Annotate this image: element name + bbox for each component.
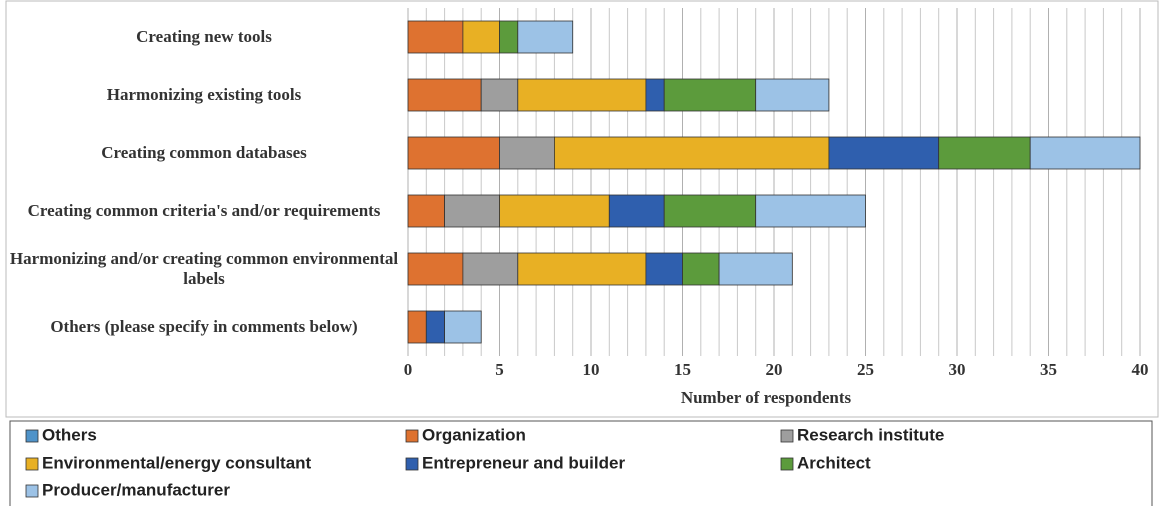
bar-segment <box>1029 136 1141 170</box>
category-label: Harmonizing and/or creating common envir… <box>9 249 399 288</box>
bar-segment <box>554 136 830 170</box>
legend-label: Research institute <box>797 425 944 444</box>
legend-swatch <box>25 484 39 498</box>
legend-label: Environmental/energy consultant <box>42 453 312 472</box>
bar-segment <box>645 78 665 112</box>
category-label: Harmonizing existing tools <box>106 85 302 104</box>
bar-segment <box>645 252 683 286</box>
bar-segment <box>407 78 482 112</box>
bar-segment <box>462 20 500 54</box>
bar-segment <box>718 252 793 286</box>
legend-label: Entrepreneur and builder <box>422 453 625 472</box>
bar-segment <box>407 252 464 286</box>
chart-frame <box>5 0 1159 418</box>
bar-segment <box>755 194 866 228</box>
bar-segment <box>499 194 610 228</box>
bar-segment <box>499 136 555 170</box>
x-tick-label: 5 <box>495 360 504 379</box>
legend-label: Producer/manufacturer <box>42 480 230 499</box>
bar-segment <box>407 136 500 170</box>
category-label: Creating common databases <box>101 143 307 162</box>
x-tick-label: 10 <box>583 360 600 379</box>
category-label: Creating common criteria's and/or requir… <box>27 201 381 220</box>
bar-segment <box>499 20 519 54</box>
bar-segment <box>682 252 720 286</box>
bar-segment <box>938 136 1031 170</box>
legend-swatch <box>405 457 419 471</box>
bar-segment <box>828 136 940 170</box>
bar-segment <box>407 194 445 228</box>
bar-segment <box>663 194 757 228</box>
legend-swatch <box>780 429 794 443</box>
legend-box <box>9 420 1153 506</box>
bar-segment <box>608 194 665 228</box>
legend-swatch <box>25 429 39 443</box>
x-tick-label: 40 <box>1132 360 1149 379</box>
x-axis-label: Number of respondents <box>681 388 852 407</box>
bar-segment <box>425 310 445 344</box>
bar-segment <box>444 310 482 344</box>
bar-segment <box>517 78 647 112</box>
legend-label: Others <box>42 425 97 444</box>
bar-segment <box>517 252 647 286</box>
bar-segment <box>407 310 427 344</box>
category-label: Others (please specify in comments below… <box>50 317 358 336</box>
bar-segment <box>663 78 757 112</box>
x-tick-label: 35 <box>1040 360 1057 379</box>
legend-label: Organization <box>422 425 526 444</box>
x-tick-label: 15 <box>674 360 691 379</box>
x-tick-label: 25 <box>857 360 874 379</box>
bar-segment <box>444 194 500 228</box>
bar-segment <box>462 252 519 286</box>
legend-swatch <box>780 457 794 471</box>
legend-swatch <box>25 457 39 471</box>
legend-label: Architect <box>797 453 871 472</box>
bar-segment <box>755 78 830 112</box>
bar-segment <box>517 20 574 54</box>
bar-segment <box>480 78 519 112</box>
x-tick-label: 20 <box>766 360 783 379</box>
x-tick-label: 30 <box>949 360 966 379</box>
category-label: Creating new tools <box>136 27 272 46</box>
legend-swatch <box>405 429 419 443</box>
x-tick-label: 0 <box>404 360 413 379</box>
bar-segment <box>407 20 464 54</box>
